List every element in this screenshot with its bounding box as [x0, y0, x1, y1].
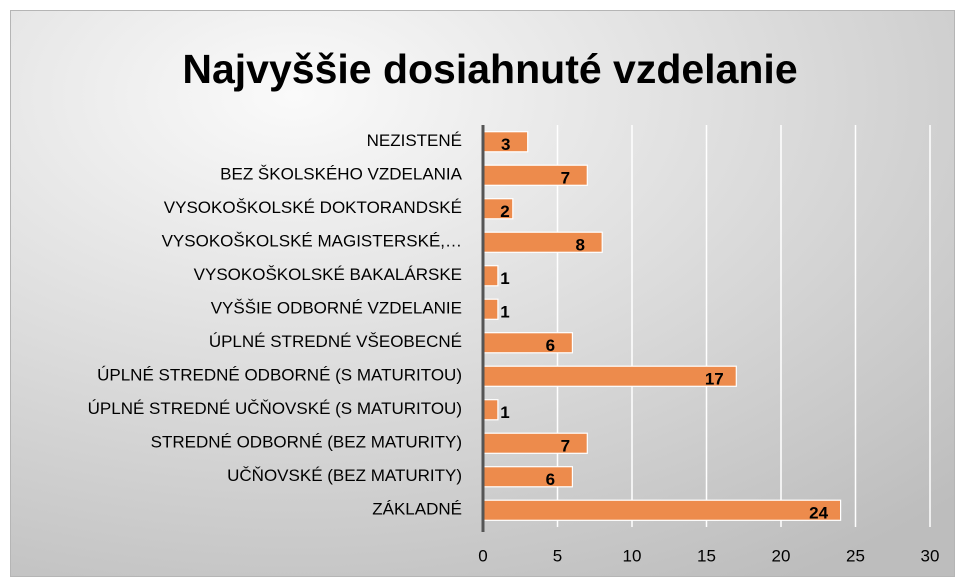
bar [482, 399, 499, 421]
data-label: 1 [500, 269, 509, 288]
chart-title: Najvyššie dosiahnuté vzdelanie [182, 46, 797, 92]
data-label: 24 [809, 504, 828, 523]
y-tick-label: VYSOKOŠKOLSKÉ MAGISTERSKÉ,… [162, 232, 462, 251]
x-tick-label: 15 [697, 546, 716, 565]
y-tick-label: VYŠŠIE ODBORNÉ VZDELANIE [211, 299, 462, 318]
y-tick-label: UČŇOVSKÉ (BEZ MATURITY) [227, 466, 462, 485]
x-tick-label: 5 [553, 546, 562, 565]
data-label: 7 [561, 437, 570, 456]
data-label: 2 [500, 202, 509, 221]
x-tick-label: 30 [921, 546, 940, 565]
y-tick-label: VYSOKOŠKOLSKÉ DOKTORANDSKÉ [164, 198, 462, 217]
y-tick-label: ZÁKLADNÉ [372, 500, 462, 519]
data-label: 6 [546, 470, 555, 489]
x-tick-label: 0 [478, 546, 487, 565]
bar [482, 499, 842, 521]
bar [482, 164, 588, 186]
y-tick-label: ÚPLNÉ STREDNÉ UČŇOVSKÉ (S MATURITOU) [88, 399, 462, 418]
y-tick-label: ÚPLNÉ STREDNÉ VŠEOBECNÉ [209, 332, 462, 351]
y-tick-label: ÚPLNÉ STREDNÉ ODBORNÉ (S MATURITOU) [97, 366, 462, 385]
bar [482, 365, 737, 387]
bar [482, 432, 588, 454]
data-label: 7 [561, 169, 570, 188]
y-tick-label: NEZISTENÉ [367, 131, 462, 150]
bar [482, 332, 574, 354]
bar [482, 298, 499, 320]
bar [482, 265, 499, 287]
data-label: 8 [575, 236, 584, 255]
y-tick-label: VYSOKOŠKOLSKÉ BAKALÁRSKE [194, 265, 462, 284]
data-label: 17 [705, 370, 724, 389]
data-label: 3 [501, 135, 510, 154]
y-tick-label: STREDNÉ ODBORNÉ (BEZ MATURITY) [151, 433, 462, 452]
y-tick-label: BEZ ŠKOLSKÉHO VZDELANIA [220, 165, 463, 184]
bar [482, 466, 574, 488]
x-tick-label: 10 [623, 546, 642, 565]
data-label: 6 [546, 336, 555, 355]
data-label: 1 [500, 303, 509, 322]
data-label: 1 [500, 403, 509, 422]
x-tick-label: 25 [846, 546, 865, 565]
x-tick-label: 20 [772, 546, 791, 565]
